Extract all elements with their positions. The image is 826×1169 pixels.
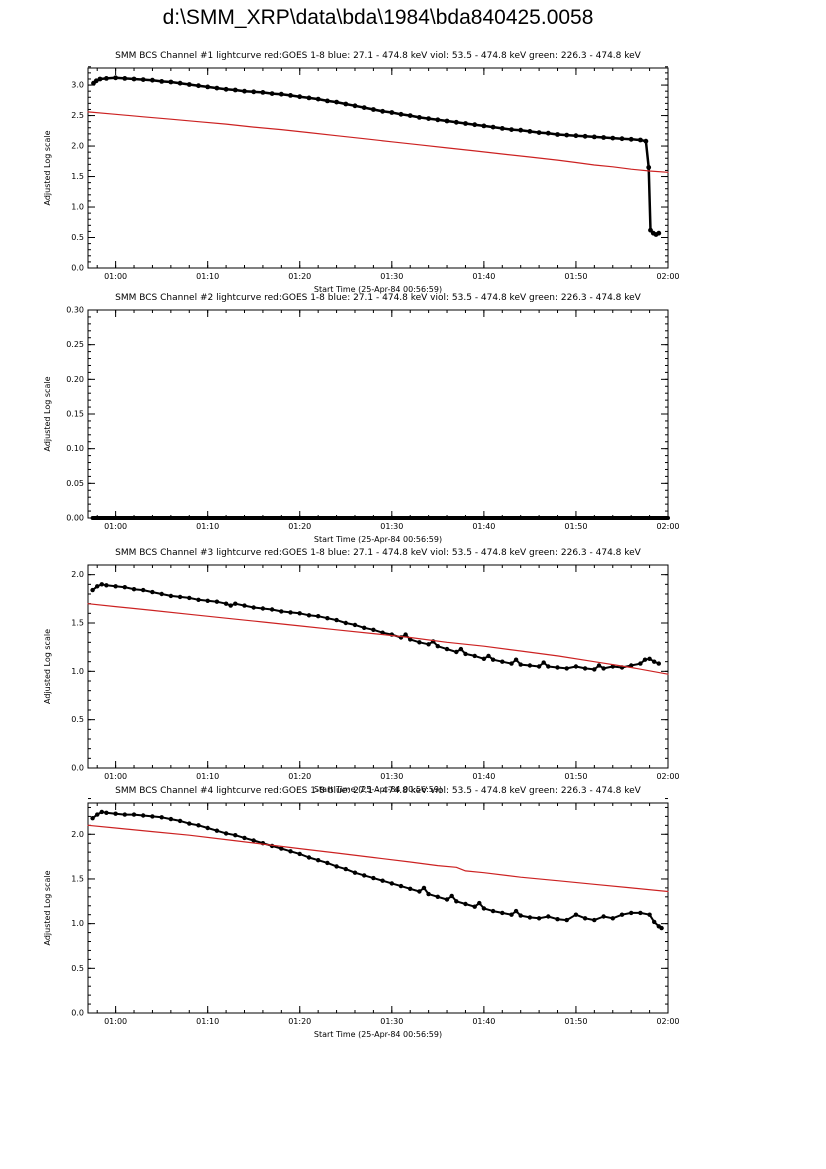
- plot-frame: [87, 67, 669, 269]
- y-tick-label: 0.15: [66, 410, 84, 419]
- y-tick-label: 0.5: [71, 964, 84, 973]
- y-tick-label: 2.0: [71, 142, 84, 151]
- chart-channel-3: SMM BCS Channel #3 lightcurve red:GOES 1…: [0, 543, 700, 804]
- x-tick-label: 01:30: [380, 272, 403, 281]
- y-tick-label: 1.0: [71, 667, 84, 676]
- chart-channel-1: SMM BCS Channel #1 lightcurve red:GOES 1…: [0, 46, 700, 304]
- y-axis-label: Adjusted Log scale: [43, 870, 52, 945]
- x-tick-label: 01:20: [288, 1017, 311, 1026]
- goes-red-series: [87, 824, 669, 893]
- chart-title: SMM BCS Channel #3 lightcurve red:GOES 1…: [115, 548, 642, 558]
- y-tick-label: 0.30: [66, 306, 84, 315]
- chart-1-plot: SMM BCS Channel #1 lightcurve red:GOES 1…: [43, 51, 680, 294]
- x-tick-label: 01:20: [288, 522, 311, 531]
- goes-red-series: [87, 111, 669, 173]
- plot-frame: [87, 802, 669, 1014]
- x-tick-label: 01:10: [196, 522, 219, 531]
- chart-title: SMM BCS Channel #2 lightcurve red:GOES 1…: [115, 293, 642, 303]
- bcs-black-series: [91, 810, 663, 930]
- x-tick-label: 01:00: [104, 272, 127, 281]
- x-tick-label: 01:30: [380, 772, 403, 781]
- x-tick-label: 01:10: [196, 1017, 219, 1026]
- y-tick-label: 0.0: [71, 1009, 84, 1018]
- chart-title: SMM BCS Channel #4 lightcurve red:GOES 1…: [115, 786, 642, 796]
- chart-channel-4: SMM BCS Channel #4 lightcurve red:GOES 1…: [0, 781, 700, 1049]
- x-axis-label: Start Time (25-Apr-84 00:56:59): [314, 1030, 442, 1039]
- x-tick-label: 02:00: [656, 272, 679, 281]
- chart-title: SMM BCS Channel #1 lightcurve red:GOES 1…: [115, 51, 642, 61]
- x-axis-label: Start Time (25-Apr-84 00:56:59): [314, 285, 442, 294]
- x-tick-label: 02:00: [656, 772, 679, 781]
- y-tick-label: 0.0: [71, 764, 84, 773]
- y-tick-label: 0.0: [71, 264, 84, 273]
- y-tick-label: 2.0: [71, 570, 84, 579]
- x-tick-label: 01:20: [288, 272, 311, 281]
- y-tick-label: 1.0: [71, 919, 84, 928]
- x-axis-label: Start Time (25-Apr-84 00:56:59): [314, 785, 442, 794]
- y-tick-label: 0.20: [66, 375, 84, 384]
- y-tick-label: 0.05: [66, 479, 84, 488]
- x-tick-label: 01:00: [104, 1017, 127, 1026]
- x-tick-label: 01:40: [472, 522, 495, 531]
- plot-frame: [87, 309, 669, 519]
- x-tick-label: 01:20: [288, 772, 311, 781]
- chart-channel-2: SMM BCS Channel #2 lightcurve red:GOES 1…: [0, 288, 700, 554]
- y-tick-label: 0.00: [66, 514, 84, 523]
- x-tick-label: 01:00: [104, 522, 127, 531]
- chart-3-plot: SMM BCS Channel #3 lightcurve red:GOES 1…: [43, 548, 680, 794]
- x-tick-label: 01:40: [472, 272, 495, 281]
- x-tick-label: 01:50: [564, 772, 587, 781]
- x-tick-label: 01:40: [472, 772, 495, 781]
- y-axis-label: Adjusted Log scale: [43, 130, 52, 205]
- y-axis-label: Adjusted Log scale: [43, 629, 52, 704]
- chart-2-plot: SMM BCS Channel #2 lightcurve red:GOES 1…: [43, 293, 680, 544]
- page-title: d:\SMM_XRP\data\bda\1984\bda840425.0058: [162, 6, 594, 29]
- x-tick-label: 01:10: [196, 772, 219, 781]
- x-tick-label: 01:30: [380, 522, 403, 531]
- x-tick-label: 01:50: [564, 1017, 587, 1026]
- y-tick-label: 0.25: [66, 340, 84, 349]
- x-tick-label: 01:50: [564, 522, 587, 531]
- x-tick-label: 01:30: [380, 1017, 403, 1026]
- y-tick-label: 0.10: [66, 444, 84, 453]
- x-tick-label: 01:50: [564, 272, 587, 281]
- y-tick-label: 1.5: [71, 172, 84, 181]
- y-tick-label: 3.0: [71, 81, 84, 90]
- x-tick-label: 02:00: [656, 1017, 679, 1026]
- y-tick-label: 0.5: [71, 233, 84, 242]
- y-tick-label: 2.5: [71, 111, 84, 120]
- y-axis-label: Adjusted Log scale: [43, 376, 52, 451]
- y-tick-label: 1.5: [71, 619, 84, 628]
- bcs-black-series: [92, 76, 661, 236]
- x-tick-label: 01:00: [104, 772, 127, 781]
- x-tick-label: 01:40: [472, 1017, 495, 1026]
- y-tick-label: 1.0: [71, 203, 84, 212]
- bcs-black-series: [91, 583, 660, 671]
- goes-red-series: [87, 603, 669, 675]
- x-tick-label: 01:10: [196, 272, 219, 281]
- y-tick-label: 0.5: [71, 715, 84, 724]
- x-tick-label: 02:00: [656, 522, 679, 531]
- chart-4-plot: SMM BCS Channel #4 lightcurve red:GOES 1…: [43, 786, 680, 1039]
- x-axis-label: Start Time (25-Apr-84 00:56:59): [314, 535, 442, 544]
- plot-frame: [87, 564, 669, 769]
- y-tick-label: 2.0: [71, 830, 84, 839]
- y-tick-label: 1.5: [71, 874, 84, 883]
